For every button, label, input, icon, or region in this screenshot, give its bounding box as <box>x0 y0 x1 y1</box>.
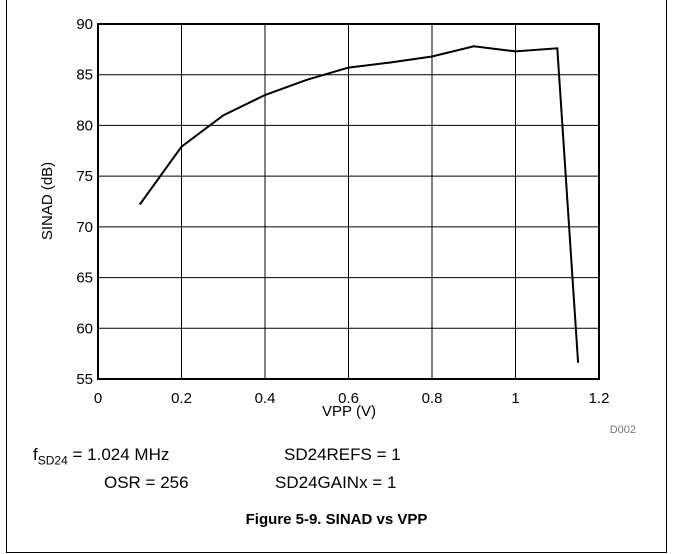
x-tick-label: 1.2 <box>589 390 610 407</box>
frequency-symbol: f <box>33 445 38 464</box>
y-tick-label: 80 <box>76 117 93 134</box>
x-tick-label: 0.8 <box>422 390 443 407</box>
x-tick-label: 0.2 <box>171 390 192 407</box>
x-axis-label: VPP (V) <box>322 403 376 420</box>
y-tick-label: 55 <box>76 371 93 388</box>
y-tick-labels: 55 60 65 70 75 80 85 90 <box>76 16 93 388</box>
figure-id-annotation: D002 <box>610 424 636 436</box>
x-tick-label: 0 <box>94 390 102 407</box>
condition-osr: OSR = 256 <box>104 473 189 492</box>
y-tick-label: 90 <box>76 16 93 33</box>
sinad-vs-vpp-chart: 0 0.2 0.4 0.6 0.8 1 1.2 55 60 65 70 75 80 85 90 VPP (… <box>39 16 636 436</box>
y-axis-label: SINAD (dB) <box>39 162 56 240</box>
figure-caption: Figure 5-9. SINAD vs VPP <box>245 511 428 528</box>
condition-frequency: fSD24 = 1.024 MHz <box>33 445 169 467</box>
y-tick-label: 85 <box>76 67 93 84</box>
x-tick-label: 1 <box>511 390 519 407</box>
grid <box>97 23 600 380</box>
y-tick-label: 60 <box>76 320 93 337</box>
y-tick-label: 75 <box>76 168 93 185</box>
frequency-subscript: SD24 <box>37 453 68 468</box>
plot-border <box>97 23 600 380</box>
series-line-sinad <box>138 45 580 363</box>
x-tick-label: 0.6 <box>338 390 359 407</box>
y-tick-label: 70 <box>76 219 93 236</box>
condition-refs: SD24REFS = 1 <box>284 445 401 464</box>
x-tick-labels: 0 0.2 0.4 0.6 0.8 1 1.2 <box>94 390 610 407</box>
figure-frame <box>6 0 667 553</box>
condition-gain: SD24GAINx = 1 <box>275 473 397 492</box>
frequency-value: = 1.024 MHz <box>67 445 170 464</box>
y-tick-label: 65 <box>76 270 93 287</box>
x-tick-label: 0.4 <box>255 390 276 407</box>
